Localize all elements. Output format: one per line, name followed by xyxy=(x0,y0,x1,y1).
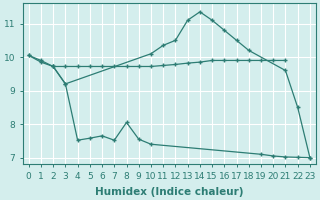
X-axis label: Humidex (Indice chaleur): Humidex (Indice chaleur) xyxy=(95,187,244,197)
